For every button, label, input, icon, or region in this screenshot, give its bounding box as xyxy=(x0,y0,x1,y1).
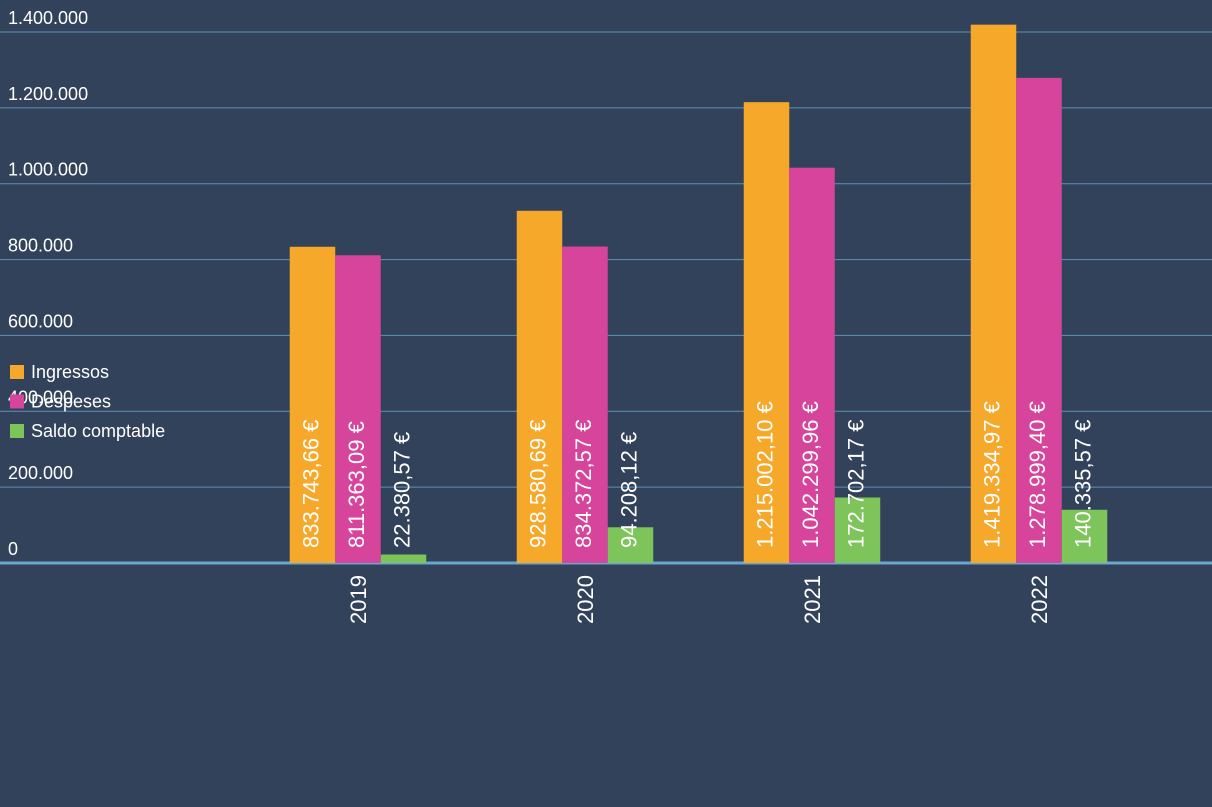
bar xyxy=(289,246,336,563)
value-label: 1.215.002,10 € xyxy=(752,401,777,548)
bar xyxy=(1061,509,1108,563)
value-label: 22.380,57 € xyxy=(389,432,414,548)
value-label: 94.208,12 € xyxy=(616,432,641,548)
value-label: 834.372,57 € xyxy=(571,420,596,548)
y-tick-label: 1.400.000 xyxy=(8,8,88,28)
x-tick-label: 2021 xyxy=(800,575,825,624)
y-tick-label: 200.000 xyxy=(8,463,73,483)
x-tick-label: 2022 xyxy=(1027,575,1052,624)
value-label: 140.335,57 € xyxy=(1070,420,1095,548)
y-tick-label: 800.000 xyxy=(8,236,73,256)
y-tick-label: 400.000 xyxy=(8,387,73,407)
bar xyxy=(562,246,608,563)
bar xyxy=(834,497,881,563)
bar xyxy=(516,210,563,563)
legend-label: Despeses xyxy=(31,391,111,411)
legend-label: Saldo comptable xyxy=(31,421,165,441)
bar xyxy=(970,24,1017,564)
value-label: 1.042.299,96 € xyxy=(798,401,823,548)
y-tick-label: 0 xyxy=(8,539,18,559)
legend-swatch xyxy=(10,365,24,379)
bar xyxy=(607,527,654,563)
y-tick-label: 1.000.000 xyxy=(8,160,88,180)
value-label: 928.580,69 € xyxy=(525,420,550,548)
y-tick-label: 1.200.000 xyxy=(8,84,88,104)
bar xyxy=(380,554,427,563)
value-label: 833.743,66 € xyxy=(298,420,323,548)
x-tick-label: 2019 xyxy=(346,575,371,624)
bar xyxy=(743,102,790,564)
legend-swatch xyxy=(10,424,24,438)
bar xyxy=(335,255,381,563)
bar xyxy=(789,167,835,563)
value-label: 1.278.999,40 € xyxy=(1025,401,1050,548)
legend-swatch xyxy=(10,394,24,409)
x-tick-label: 2020 xyxy=(573,575,598,624)
value-label: 172.702,17 € xyxy=(843,420,868,548)
bar xyxy=(1016,77,1062,563)
legend-label: Ingressos xyxy=(31,362,109,382)
y-tick-label: 600.000 xyxy=(8,311,73,331)
value-label: 811.363,09 € xyxy=(344,421,369,548)
value-label: 1.419.334,97 € xyxy=(979,401,1004,548)
